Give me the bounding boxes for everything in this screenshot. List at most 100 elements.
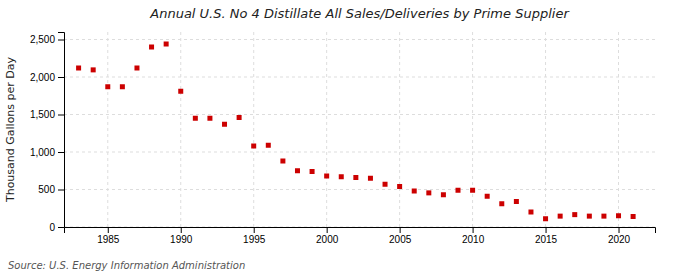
grid-line bbox=[64, 152, 655, 153]
tick-mark bbox=[58, 115, 64, 116]
tick-label: 2,000 bbox=[30, 72, 55, 83]
point bbox=[280, 159, 285, 164]
point bbox=[120, 84, 125, 89]
point bbox=[251, 144, 256, 149]
tick: 1995 bbox=[243, 227, 266, 245]
grid bbox=[64, 32, 655, 227]
point bbox=[383, 182, 388, 187]
point bbox=[456, 188, 461, 193]
point bbox=[631, 214, 636, 219]
tick: 500 bbox=[38, 184, 64, 195]
tick-label: 2010 bbox=[462, 234, 485, 245]
point bbox=[134, 66, 139, 71]
point bbox=[543, 216, 548, 221]
tick: 1990 bbox=[170, 227, 193, 245]
tick: 2015 bbox=[535, 227, 558, 245]
grid-line bbox=[326, 32, 327, 227]
grid-line bbox=[107, 32, 108, 227]
axis-line bbox=[58, 33, 65, 228]
tick: 2,000 bbox=[30, 72, 64, 83]
point bbox=[266, 143, 271, 148]
tick-label: 2015 bbox=[535, 234, 558, 245]
tick: 1,500 bbox=[30, 109, 64, 120]
tick-mark bbox=[181, 227, 182, 233]
marks bbox=[76, 42, 636, 222]
point bbox=[528, 210, 533, 215]
tick-mark bbox=[400, 227, 401, 233]
point bbox=[572, 212, 577, 217]
tick-mark bbox=[254, 227, 255, 233]
point bbox=[499, 201, 504, 206]
point bbox=[193, 116, 198, 121]
tick: 2,500 bbox=[30, 34, 64, 45]
grid-line bbox=[64, 114, 655, 115]
tick-label: 2000 bbox=[316, 234, 339, 245]
tick-label: 1990 bbox=[170, 234, 193, 245]
point bbox=[164, 42, 169, 47]
point bbox=[339, 174, 344, 179]
tick-mark bbox=[108, 227, 109, 233]
point bbox=[441, 192, 446, 197]
tick: 0 bbox=[49, 222, 64, 233]
tick-mark bbox=[58, 152, 64, 153]
tick-label: 2,500 bbox=[30, 34, 55, 45]
point bbox=[76, 66, 81, 71]
tick: 2005 bbox=[389, 227, 412, 245]
point bbox=[178, 89, 183, 94]
tick-mark bbox=[58, 227, 64, 228]
point bbox=[485, 194, 490, 199]
grid-line bbox=[64, 39, 655, 40]
point bbox=[616, 213, 621, 218]
y-axis-title: Thousand Gallons per Day bbox=[4, 56, 17, 203]
point bbox=[91, 67, 96, 72]
grid-line bbox=[399, 32, 400, 227]
tick-label: 0 bbox=[49, 222, 55, 233]
point bbox=[558, 214, 563, 219]
chart: 1985 1990 1995 2000 2005 2010 2015 2020 0 500 1,00… bbox=[0, 0, 675, 275]
grid-line bbox=[64, 189, 655, 190]
point bbox=[587, 214, 592, 219]
tick-mark bbox=[619, 227, 620, 233]
tick: 1,000 bbox=[30, 147, 64, 158]
point bbox=[295, 168, 300, 173]
tick-label: 2005 bbox=[389, 234, 412, 245]
point bbox=[207, 116, 212, 121]
tick-label: 500 bbox=[38, 184, 55, 195]
grid-line bbox=[64, 77, 655, 78]
x-axis: 1985 1990 1995 2000 2005 2010 2015 2020 bbox=[65, 227, 656, 245]
grid-line bbox=[180, 32, 181, 227]
point bbox=[601, 214, 606, 219]
tick-label: 1985 bbox=[97, 234, 120, 245]
axis-line bbox=[65, 228, 656, 234]
tick: 1985 bbox=[97, 227, 120, 245]
point bbox=[324, 174, 329, 179]
tick-mark bbox=[58, 40, 64, 41]
point bbox=[310, 169, 315, 174]
tick: 2020 bbox=[608, 227, 631, 245]
tick-mark bbox=[546, 227, 547, 233]
point bbox=[353, 175, 358, 180]
annotation: Source: U.S. Energy Information Administ… bbox=[8, 260, 245, 271]
grid-line bbox=[545, 32, 546, 227]
point bbox=[412, 189, 417, 194]
tick: 2000 bbox=[316, 227, 339, 245]
grid-line bbox=[472, 32, 473, 227]
point bbox=[397, 184, 402, 189]
point bbox=[149, 45, 154, 50]
tick: 2010 bbox=[462, 227, 485, 245]
grid-line bbox=[253, 32, 254, 227]
plot: 1985 1990 1995 2000 2005 2010 2015 2020 0 500 1,00… bbox=[30, 32, 656, 245]
grid-line bbox=[618, 32, 619, 227]
tick-label: 1,000 bbox=[30, 147, 55, 158]
point bbox=[237, 115, 242, 120]
tick-label: 2020 bbox=[608, 234, 631, 245]
tick-mark bbox=[327, 227, 328, 233]
point bbox=[470, 188, 475, 193]
tick-label: 1,500 bbox=[30, 109, 55, 120]
point bbox=[514, 199, 519, 204]
tick-mark bbox=[58, 190, 64, 191]
point bbox=[105, 84, 110, 89]
tick-mark bbox=[58, 77, 64, 78]
point bbox=[222, 122, 227, 127]
tick-mark bbox=[473, 227, 474, 233]
